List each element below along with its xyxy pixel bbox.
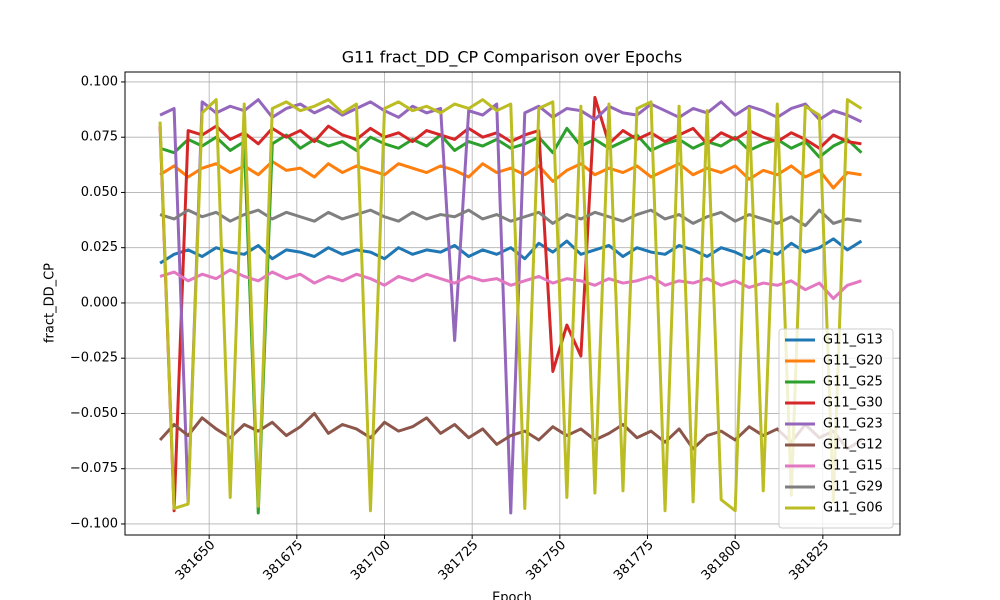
- chart-title: G11 fract_DD_CP Comparison over Epochs: [342, 48, 682, 68]
- legend-label: G11_G15: [823, 459, 883, 474]
- x-tick-label: 381775: [611, 538, 657, 584]
- y-tick-label: −0.075: [70, 461, 118, 476]
- series-line: [158, 98, 863, 513]
- y-tick-label: 0.075: [81, 130, 118, 145]
- x-tick-label: 381800: [699, 538, 745, 584]
- y-tick-label: −0.050: [70, 406, 118, 421]
- series-line: [159, 126, 863, 515]
- legend-label: G11_G13: [823, 333, 883, 348]
- series-line: [159, 98, 863, 515]
- series-line: [158, 411, 863, 451]
- plot-frame: [124, 71, 901, 536]
- legend-label: G11_G25: [823, 375, 883, 390]
- legend-label: G11_G12: [823, 438, 883, 453]
- y-tick-label: 0.050: [81, 185, 118, 200]
- y-axis-label: fract_DD_CP: [43, 263, 58, 343]
- x-tick-label: 381675: [260, 538, 306, 584]
- x-axis-label: Epoch: [492, 591, 532, 600]
- legend-label: G11_G23: [823, 417, 883, 432]
- y-tick-label: 0.025: [81, 240, 118, 255]
- legend-label: G11_G20: [823, 354, 883, 369]
- legend-box: [778, 328, 894, 529]
- x-tick-label: 381725: [436, 538, 482, 584]
- legend-label: G11_G30: [823, 396, 883, 411]
- y-tick-label: −0.025: [70, 351, 118, 366]
- series-line: [159, 208, 862, 228]
- legend-label: G11_G06: [823, 501, 883, 516]
- series-line: [159, 160, 862, 190]
- x-tick-label: 381650: [173, 538, 219, 584]
- y-tick-label: 0.100: [81, 74, 118, 89]
- legend-label: G11_G29: [823, 480, 883, 495]
- y-tick-label: −0.100: [70, 516, 118, 531]
- x-tick-label: 381700: [348, 538, 394, 584]
- x-tick-label: 381825: [786, 538, 832, 584]
- y-tick-label: 0.000: [81, 295, 118, 310]
- x-tick-label: 381750: [523, 538, 569, 584]
